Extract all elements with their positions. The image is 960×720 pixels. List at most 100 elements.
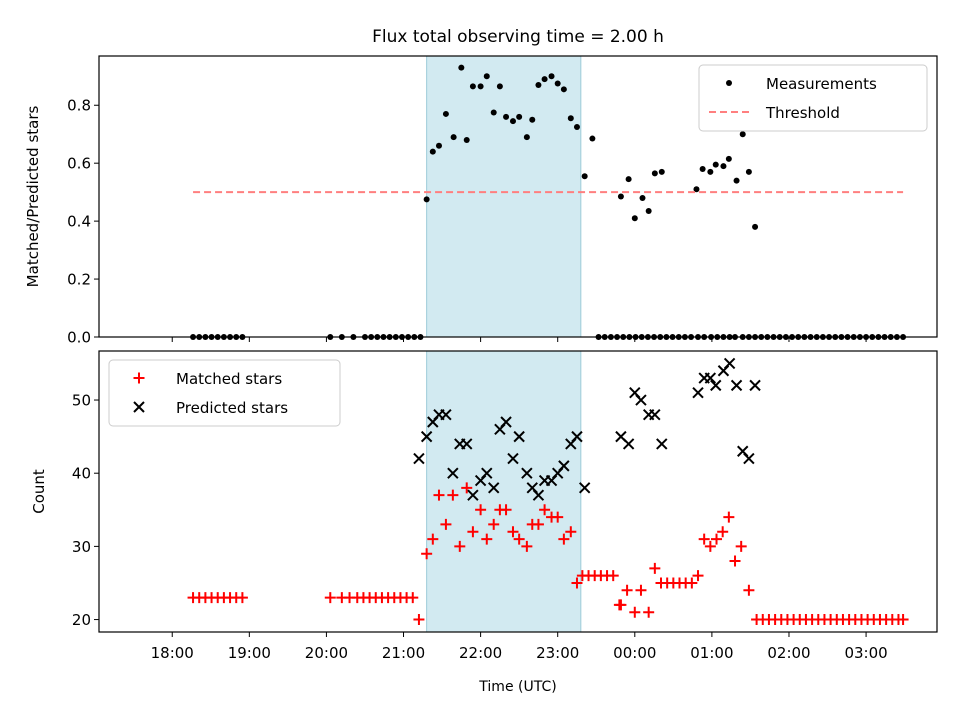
y-tick-label: 20	[72, 611, 91, 629]
measurement-point	[752, 223, 759, 230]
matched-star-point	[723, 511, 735, 523]
matched-star-point	[686, 577, 698, 589]
matched-star-point	[558, 533, 570, 545]
matched-star-point	[407, 592, 419, 604]
legend-marker-predicted	[133, 401, 145, 413]
measurement-point	[712, 161, 719, 168]
matched-star-point	[565, 526, 577, 538]
matched-star-point	[481, 533, 493, 545]
matched-star-point	[413, 614, 425, 626]
matched-star-point	[513, 533, 525, 545]
predicted-star-point	[635, 394, 647, 406]
figure-title: Flux total observing time = 2.00 h	[372, 27, 664, 47]
bottom-panel-star-counts: 20 30 40 50 18:00 19:00 20:00 21:00 22:00 23:00 00…	[30, 350, 938, 662]
predicted-star-point	[413, 452, 425, 465]
predicted-star-point	[507, 452, 519, 465]
y-tick-label: 0.4	[67, 213, 91, 231]
y-tick-label: 50	[72, 392, 91, 410]
measurement-point	[483, 73, 490, 80]
predicted-star-point	[440, 408, 452, 421]
legend-marker-matched	[133, 372, 145, 384]
predicted-star-point	[649, 408, 661, 421]
measurement-point	[535, 81, 542, 88]
predicted-star-point	[461, 438, 473, 450]
matched-star-point	[743, 584, 755, 596]
measurement-point	[429, 148, 436, 155]
matched-star-point	[236, 592, 248, 604]
matched-star-point	[607, 570, 619, 582]
matched-star-point	[717, 526, 729, 538]
matched-star-point	[643, 606, 655, 618]
x-tick-label: 01:00	[690, 644, 733, 662]
measurement-point	[617, 193, 624, 200]
matched-star-point	[711, 533, 723, 545]
predicted-star-point	[532, 489, 545, 501]
predicted-star-point	[622, 438, 635, 450]
matched-star-point	[440, 518, 452, 530]
matched-star-point	[729, 555, 741, 567]
x-tick-label: 20:00	[305, 644, 348, 662]
predicted-star-point	[488, 482, 500, 494]
measurement-point	[554, 80, 561, 87]
matched-star-point	[507, 526, 519, 538]
matched-star-point	[475, 504, 487, 516]
matched-star-point	[461, 482, 473, 494]
measurement-point	[516, 113, 523, 120]
predicted-star-point	[467, 489, 479, 501]
y-tick-label: 0.0	[67, 329, 91, 347]
y-tick-label: 0.6	[67, 155, 91, 173]
measurement-point	[739, 131, 746, 138]
measurement-point	[639, 194, 646, 201]
y-tick-label: 0.2	[67, 271, 91, 289]
matched-star-point	[454, 540, 466, 552]
measurement-point	[720, 163, 727, 170]
matched-star-point	[500, 504, 512, 516]
predicted-star-point	[500, 416, 512, 428]
matched-star-point	[692, 570, 704, 582]
measurement-point	[573, 123, 580, 130]
predicted-star-point	[723, 357, 736, 370]
legend-label: Matched stars	[176, 370, 282, 388]
measurement-point	[651, 170, 658, 177]
observing-window-shade	[426, 350, 582, 633]
legend-box	[698, 64, 928, 132]
y-tick-label: 0.8	[67, 97, 91, 115]
measurement-point	[423, 196, 430, 203]
measurement-point	[490, 109, 497, 116]
predicted-star-point	[558, 460, 570, 472]
legend-marker-measurements	[726, 80, 732, 86]
predicted-star-point	[481, 467, 493, 479]
matched-star-point	[571, 577, 583, 589]
predicted-star-point	[743, 452, 755, 465]
legend-box	[108, 359, 341, 427]
measurement-point	[509, 118, 516, 125]
matched-star-point	[552, 511, 564, 523]
measurement-point	[442, 110, 449, 117]
predicted-star-point	[710, 379, 722, 392]
measurement-point	[733, 177, 740, 184]
y-axis-label: Matched/Predicted stars	[24, 106, 42, 288]
measurement-point	[463, 137, 470, 144]
matched-star-point	[488, 518, 500, 530]
measurement-point	[541, 76, 548, 83]
legend-label: Measurements	[766, 75, 877, 93]
legend-label: Predicted stars	[176, 399, 288, 417]
predicted-star-point	[704, 372, 717, 384]
measurement-point	[567, 115, 574, 122]
x-axis-label: Time (UTC)	[478, 679, 556, 695]
predicted-star-point	[521, 467, 533, 479]
measurement-point	[458, 64, 465, 71]
measurement-point	[469, 83, 476, 90]
predicted-star-point	[692, 387, 704, 399]
measurement-point	[745, 168, 752, 175]
matched-star-point	[649, 562, 661, 574]
matched-star-point	[421, 548, 433, 560]
measurement-point	[477, 83, 484, 90]
x-tick-label: 03:00	[844, 644, 887, 662]
measurement-point	[725, 155, 732, 162]
measurement-point	[581, 173, 588, 180]
matched-star-point	[735, 540, 747, 552]
predicted-star-point	[730, 379, 743, 392]
y-tick-label: 30	[72, 538, 91, 556]
matched-star-point	[704, 540, 716, 552]
